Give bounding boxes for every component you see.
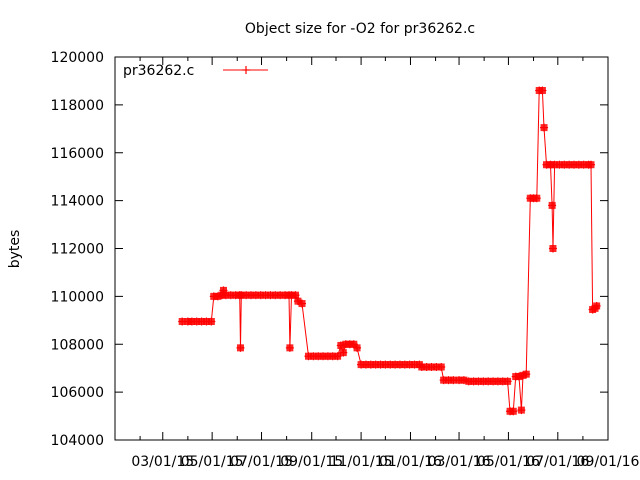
x-tick-label: 03/01/15 — [131, 454, 194, 470]
x-axis: 03/01/1505/01/1507/01/1509/01/1511/01/15… — [114, 57, 640, 470]
y-tick-label: 110000 — [51, 289, 104, 305]
y-tick-label: 104000 — [51, 433, 104, 449]
data-point — [353, 343, 362, 352]
y-axis: 104000 106000 108000 110000 112000 114000 1160… — [51, 50, 608, 449]
data-point — [236, 343, 245, 352]
y-tick-label: 114000 — [51, 194, 104, 210]
y-tick-label: 106000 — [51, 385, 104, 401]
data-point — [548, 201, 557, 210]
x-tick-label: 07/01/15 — [230, 454, 293, 470]
x-tick-label: 05/01/15 — [181, 454, 244, 470]
data-point — [509, 407, 518, 416]
x-tick-label: 05/01/16 — [477, 454, 540, 470]
y-tick-label: 120000 — [51, 50, 104, 66]
y-axis-label: bytes — [7, 230, 23, 269]
x-tick-label: 03/01/16 — [428, 454, 491, 470]
x-tick-label: 11/01/15 — [330, 454, 393, 470]
data-point — [339, 348, 348, 357]
legend: pr36262.c — [123, 63, 268, 79]
data-point — [587, 160, 595, 169]
x-tick-label: 01/01/16 — [379, 454, 442, 470]
data-point — [517, 406, 526, 415]
data-point — [285, 343, 294, 352]
x-tick-label: 09/01/16 — [577, 454, 640, 470]
data-point — [548, 244, 557, 253]
y-tick-label: 112000 — [51, 242, 104, 258]
y-tick-label: 108000 — [51, 337, 104, 353]
y-tick-label: 118000 — [51, 98, 104, 114]
data-point — [538, 86, 547, 95]
plot-frame — [114, 56, 609, 441]
x-tick-label: 09/01/15 — [280, 454, 343, 470]
data-point — [437, 362, 446, 371]
data-point — [503, 377, 512, 386]
x-tick-label: 07/01/16 — [526, 454, 589, 470]
series-layer — [178, 86, 601, 416]
data-point — [522, 370, 531, 379]
data-point — [532, 194, 541, 203]
data-point — [333, 352, 342, 361]
data-point — [592, 301, 601, 310]
legend-label: pr36262.c — [123, 63, 194, 79]
data-point — [540, 123, 549, 132]
data-point — [298, 299, 306, 308]
chart-title: Object size for -O2 for pr36262.c — [245, 21, 475, 37]
y-tick-label: 116000 — [51, 146, 104, 162]
data-point — [207, 317, 216, 326]
